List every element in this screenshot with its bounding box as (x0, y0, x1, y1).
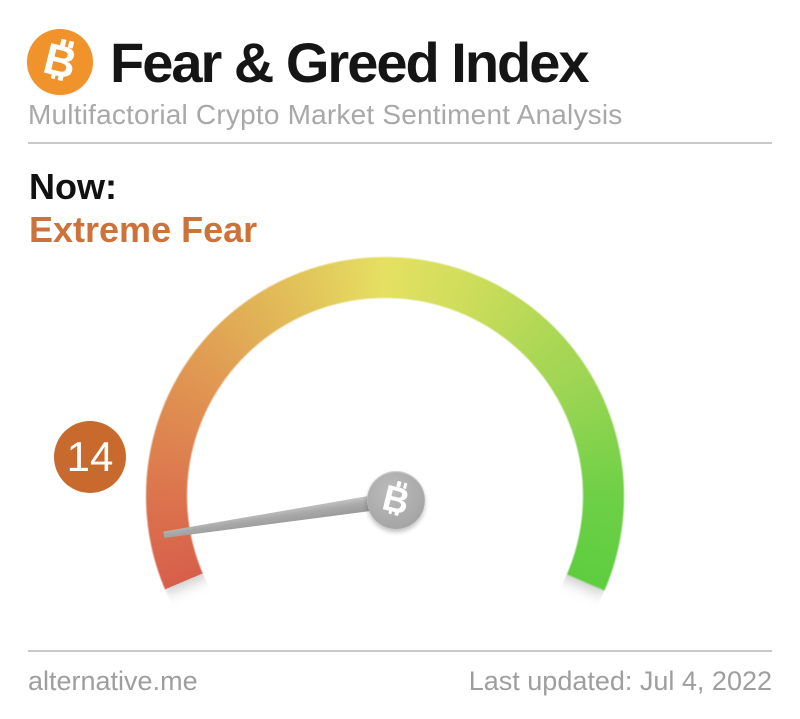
footer-divider (28, 650, 772, 652)
bitcoin-hub-icon: B (379, 476, 414, 522)
page-subtitle: Multifactorial Crypto Market Sentiment A… (28, 99, 623, 130)
index-value-badge: 14 (54, 421, 126, 493)
gauge-hub: B (367, 471, 425, 529)
page-title: Fear & Greed Index (110, 31, 590, 94)
now-label: Now: (29, 166, 117, 207)
header-divider (28, 142, 772, 144)
source-link[interactable]: alternative.me (28, 666, 198, 696)
sentiment-classification: Extreme Fear (29, 209, 258, 250)
bitcoin-logo-icon: B (27, 29, 93, 95)
last-updated-text: Last updated: Jul 4, 2022 (468, 666, 772, 696)
